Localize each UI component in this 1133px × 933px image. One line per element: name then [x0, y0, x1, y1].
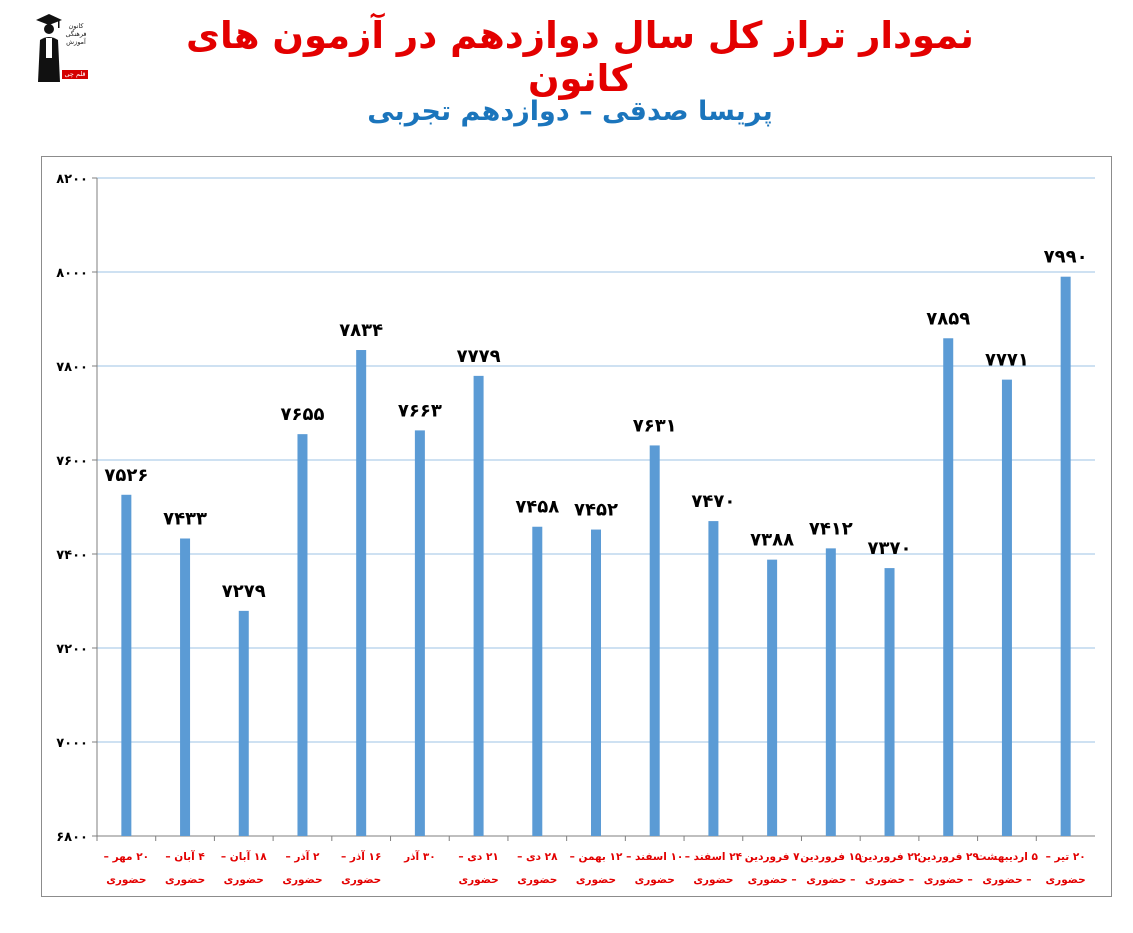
category-label: حضوری	[576, 874, 616, 886]
category-label: ۲۹ فروردین	[918, 851, 980, 863]
bar	[532, 526, 543, 836]
data-label: ۷۶۵۵	[280, 404, 324, 425]
category-label: حضوری	[165, 874, 205, 886]
data-label: ۷۴۱۲	[809, 518, 853, 539]
y-tick-label: ۸۰۰۰	[56, 266, 88, 281]
chart-title: نمودار تراز کل سال دوازدهم در آزمون های …	[186, 14, 974, 100]
y-tick-label: ۷۸۰۰	[56, 360, 88, 375]
bar	[414, 430, 425, 836]
logo-caption-line: کانون	[68, 22, 84, 30]
category-label: حضوری	[341, 874, 381, 886]
bar	[708, 521, 719, 836]
category-label: ۲۰ تیر –	[1046, 851, 1086, 863]
category-label: حضوری	[1046, 874, 1086, 886]
data-label: ۷۴۵۸	[515, 497, 559, 518]
logo-badge: قلم چی	[62, 70, 88, 79]
category-label: ۲۰ مهر –	[104, 851, 149, 863]
bar	[649, 445, 660, 836]
category-label: ۱۲ بهمن –	[570, 851, 623, 863]
data-label: ۷۹۹۰	[1044, 247, 1088, 268]
data-label: ۷۵۲۶	[104, 465, 148, 486]
category-label: – حضوری	[806, 874, 855, 886]
chart-subtitle: پریسا صدقی – دوازدهم تجربی	[367, 96, 773, 127]
category-label: ۳۰ آذر	[403, 850, 436, 863]
logo-caption-line: آموزش	[66, 38, 86, 46]
category-label: – حضوری	[982, 874, 1031, 886]
bar	[238, 610, 249, 836]
bar	[1060, 276, 1071, 836]
y-tick-label: ۸۲۰۰	[56, 172, 88, 187]
category-label: حضوری	[635, 874, 675, 886]
y-tick-label: ۷۶۰۰	[56, 454, 88, 469]
data-label: ۷۳۷۰	[868, 538, 912, 559]
category-label: حضوری	[517, 874, 557, 886]
logo-caption: کانون فرهنگی آموزش	[62, 22, 90, 46]
data-label: ۷۴۳۳	[163, 508, 207, 529]
category-label: – حضوری	[865, 874, 914, 886]
bar	[825, 548, 836, 836]
bar	[473, 375, 484, 836]
category-label: حضوری	[459, 874, 499, 886]
y-tick-label: ۶۸۰۰	[56, 830, 88, 845]
category-label: ۲۸ دی –	[517, 851, 558, 863]
y-tick-label: ۷۰۰۰	[56, 736, 88, 751]
y-tick-label: ۷۲۰۰	[56, 642, 88, 657]
data-label: ۷۲۷۹	[222, 581, 266, 602]
category-label: حضوری	[282, 874, 322, 886]
data-label: ۷۸۵۹	[926, 308, 970, 329]
data-label: ۷۳۸۸	[750, 530, 794, 551]
data-label: ۷۷۷۹	[457, 346, 501, 367]
data-label: ۷۴۵۲	[574, 500, 618, 521]
category-label: – حضوری	[748, 874, 797, 886]
category-label: حضوری	[693, 874, 733, 886]
bar	[767, 559, 778, 836]
category-label: ۷ فروردین	[745, 851, 800, 863]
category-label: حضوری	[106, 874, 146, 886]
category-label: ۱۵ فروردین	[800, 851, 862, 863]
category-label: ۲ آذر –	[285, 850, 320, 863]
category-label: ۱۰ اسفند –	[626, 851, 683, 863]
chart-frame	[41, 156, 1112, 897]
y-tick-label: ۷۴۰۰	[56, 548, 88, 563]
category-label: ۲۱ دی –	[458, 851, 498, 863]
bar	[884, 568, 895, 836]
category-label: ۲۲ فروردین	[859, 851, 921, 863]
category-label: ۲۴ اسفند –	[685, 851, 743, 863]
category-label: – حضوری	[924, 874, 973, 886]
bar	[1001, 379, 1012, 836]
category-label: ۴ آبان –	[165, 850, 205, 863]
data-label: ۷۸۳۴	[339, 320, 383, 341]
bar	[180, 538, 191, 836]
category-label: ۵ اردیبهشت	[976, 851, 1039, 863]
kanoon-logo	[34, 12, 90, 84]
graduate-icon	[36, 14, 62, 82]
bar	[121, 494, 132, 836]
category-label: ۱۸ آبان –	[221, 850, 267, 863]
category-label: حضوری	[224, 874, 264, 886]
bar	[591, 529, 601, 836]
bar	[356, 350, 367, 836]
data-label: ۷۷۷۱	[985, 350, 1029, 371]
data-label: ۷۶۳۱	[633, 415, 677, 436]
data-label: ۷۶۶۳	[398, 400, 442, 421]
bar	[943, 338, 954, 836]
bar	[297, 434, 308, 836]
data-label: ۷۴۷۰	[691, 491, 735, 512]
category-label: ۱۶ آذر –	[341, 850, 381, 863]
logo-caption-line: فرهنگی	[65, 30, 87, 38]
